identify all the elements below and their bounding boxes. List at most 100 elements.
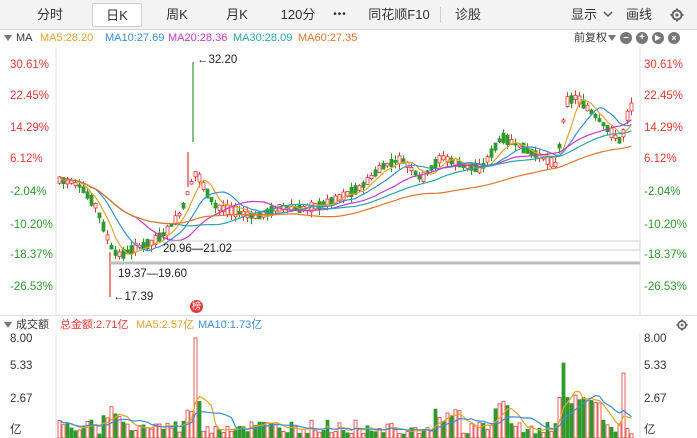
volume-bar [149,428,154,438]
tab-daily-k[interactable]: 日K [92,3,142,27]
volume-chart[interactable] [0,333,697,438]
candle-body [353,185,358,195]
price-axis-right-label: 30.61% [644,59,684,71]
candle-body [193,171,198,178]
candle-body [57,176,62,184]
candle-body [157,232,162,242]
close-button[interactable]: × [668,32,680,44]
tab-120min[interactable]: 120分 [280,7,316,22]
volume-bar [289,421,294,438]
volume-settings-icon[interactable] [676,319,688,331]
candle-body [217,204,222,211]
tab-monthly-k[interactable]: 月K [226,7,248,22]
candle-body [593,113,598,119]
volume-bar [589,400,594,438]
play-button[interactable]: ▶ [652,32,664,44]
volume-title[interactable]: 成交额 [16,319,49,331]
collapse-arrow-icon[interactable] [4,35,12,41]
volume-bar [233,428,238,438]
diagnose-button[interactable]: 诊股 [454,7,481,22]
candle-body [169,223,174,227]
volume-bar [205,426,210,438]
candle-body [97,212,102,219]
tab-weekly-k[interactable]: 周K [166,7,188,22]
volume-bar [497,403,502,438]
f10-button[interactable]: 同花顺F10 [368,7,430,22]
adjust-mode-select[interactable]: 前复权 [574,32,607,44]
volume-bar [161,428,166,438]
volume-collapse-icon[interactable] [4,322,12,328]
volume-bar [605,424,610,438]
volume-bar [573,394,578,438]
adjust-chevron-icon[interactable] [608,35,616,41]
volume-bar [625,428,630,438]
candle-body [497,138,502,142]
zoom-out-button[interactable]: – [620,32,632,44]
volume-bar [449,415,454,438]
candle-body [529,148,534,156]
candle-body [117,251,122,257]
volume-bar [529,425,534,438]
volume-bar [565,397,570,438]
low-price-annotation: ←17.39 [113,291,154,303]
volume-bar [197,401,202,438]
volume-bar [221,432,226,438]
candle-body [89,194,94,206]
price-axis-right-label: 6.12% [644,153,677,165]
candle-body [205,188,210,199]
volume-bar [473,425,478,438]
volume-bar [85,421,90,438]
volume-bar [349,433,354,438]
candle-body [185,191,190,196]
volume-bar [513,425,518,438]
candle-body [149,239,154,247]
candle-body [101,221,106,232]
volume-bar [117,416,122,438]
zoom-in-button[interactable]: + [636,32,648,44]
candle-body [181,202,186,209]
ranking-badge[interactable]: 榜 [190,300,203,313]
volume-bar [601,419,606,438]
tab-intraday[interactable]: 分时 [36,7,63,22]
volume-bar [133,430,138,438]
settings-icon[interactable] [670,8,684,22]
candle-body [489,148,494,158]
volume-bar [177,431,182,438]
candle-body [557,143,562,149]
volume-bar [541,432,546,438]
volume-bar [321,430,326,438]
candle-body [361,182,366,188]
volume-bar [181,420,186,438]
candle-body [485,156,490,163]
volume-bar [345,432,350,438]
more-periods-button[interactable]: ••• [333,9,347,20]
volume-bar [401,433,406,438]
volume-bar [329,432,334,438]
volume-total: 总金额:2.71亿 [60,319,129,331]
candle-body [445,156,450,163]
candle-body [345,191,350,197]
draw-line-button[interactable]: 画线 [625,7,652,22]
volume-bar [385,423,390,438]
candle-body [337,194,342,202]
candle-body [109,244,114,250]
candle-body [213,202,218,209]
candle-body [165,225,170,236]
candle-body [197,173,202,183]
display-button[interactable]: 显示 [570,7,597,22]
candle-body [573,94,578,101]
vol-unit-label: 亿 [10,424,22,436]
vol-axis-right-label: 2.67 [644,393,667,405]
volume-bar [461,432,466,438]
chevron-down-icon[interactable] [603,9,613,19]
volume-bar [113,413,118,438]
volume-bar [429,430,434,438]
volume-bar [509,423,514,438]
kline-chart[interactable] [0,47,697,315]
price-axis-left-label: 14.29% [10,122,50,134]
ma-title[interactable]: MA [16,32,33,44]
high-price-annotation: ←32.20 [197,54,238,66]
candle-body [365,177,370,185]
volume-bar [101,415,106,438]
period-toolbar: 分时 日K 周K 月K 120分 ••• 同花顺F10 诊股 显示 画线 [0,0,697,30]
